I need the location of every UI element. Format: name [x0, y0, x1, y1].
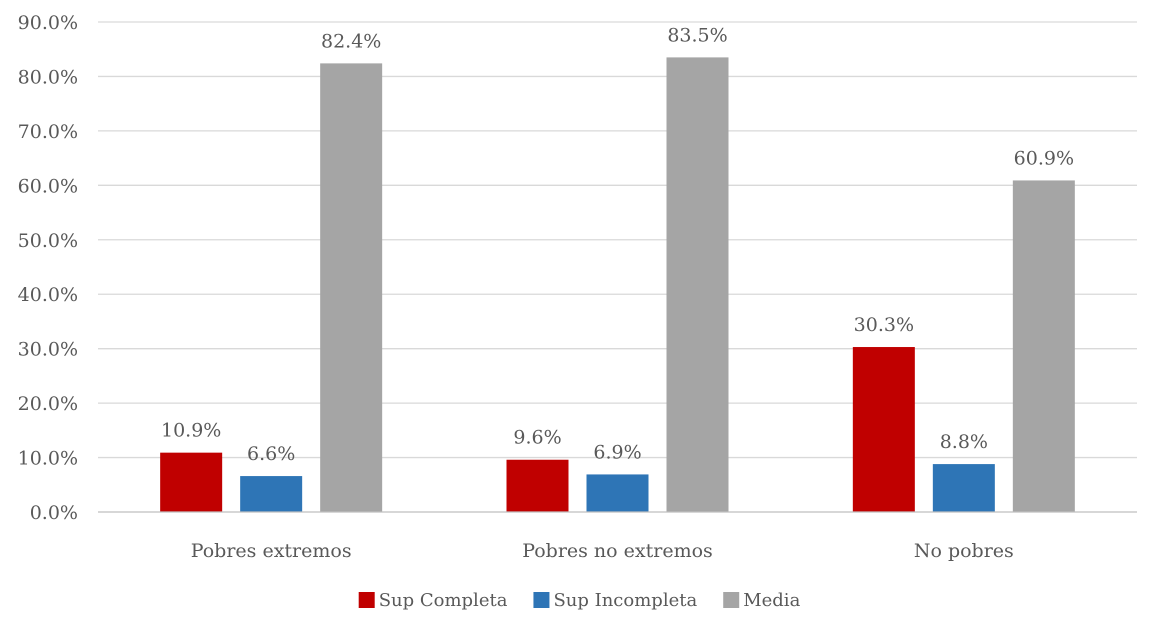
data-label: 6.9% — [593, 441, 641, 463]
bar-sup-completa — [506, 459, 569, 512]
data-label: 8.8% — [940, 431, 988, 453]
y-tick-label: 0.0% — [30, 502, 78, 524]
legend-item: Media — [723, 590, 801, 611]
bars — [160, 57, 1075, 513]
y-tick-label: 70.0% — [18, 121, 78, 143]
bar-media — [320, 63, 383, 512]
bar-sup-incompleta — [586, 474, 649, 512]
category-label: Pobres no extremos — [522, 540, 713, 562]
bar-media — [1012, 180, 1075, 512]
category-label: No pobres — [914, 540, 1014, 562]
data-labels: 10.9% 6.6% 82.4% 9.6% 6.9% 83.5% 30.3% 8.8% 60.9… — [161, 24, 1074, 465]
y-tick-label: 50.0% — [18, 230, 78, 252]
legend-item: Sup Incompleta — [533, 590, 697, 611]
y-tick-label: 40.0% — [18, 284, 78, 306]
legend-label: Sup Incompleta — [553, 590, 697, 611]
y-tick-label: 20.0% — [18, 393, 78, 415]
data-label: 6.6% — [247, 443, 295, 465]
y-tick-label: 90.0% — [18, 12, 78, 34]
data-label: 82.4% — [321, 30, 381, 52]
data-label: 9.6% — [513, 427, 561, 449]
bar-sup-completa — [852, 347, 915, 512]
legend-swatch — [358, 592, 375, 608]
bar-sup-incompleta — [240, 476, 303, 512]
y-tick-label: 10.0% — [18, 448, 78, 470]
legend-item: Sup Completa — [358, 590, 508, 611]
y-axis-ticks: 0.0% 10.0% 20.0% 30.0% 40.0% 50.0% 60.0% 70.0% 8… — [18, 12, 78, 524]
data-label: 60.9% — [1014, 147, 1074, 169]
x-axis-categories: Pobres extremos Pobres no extremos No pobr… — [191, 540, 1014, 562]
legend: Sup Completa Sup Incompleta Media — [358, 590, 801, 611]
bar-sup-completa — [160, 452, 223, 512]
legend-swatch — [533, 592, 550, 608]
y-tick-label: 30.0% — [18, 339, 78, 361]
data-label: 10.9% — [161, 420, 221, 442]
y-tick-label: 80.0% — [18, 66, 78, 88]
category-label: Pobres extremos — [191, 540, 352, 562]
bar-sup-incompleta — [932, 464, 995, 512]
gridlines — [98, 21, 1137, 459]
legend-label: Media — [743, 590, 800, 611]
y-tick-label: 60.0% — [18, 175, 78, 197]
legend-swatch — [723, 592, 740, 608]
data-label: 30.3% — [854, 314, 914, 336]
bar-media — [666, 57, 729, 513]
legend-label: Sup Completa — [379, 590, 508, 611]
data-label: 83.5% — [667, 24, 727, 46]
